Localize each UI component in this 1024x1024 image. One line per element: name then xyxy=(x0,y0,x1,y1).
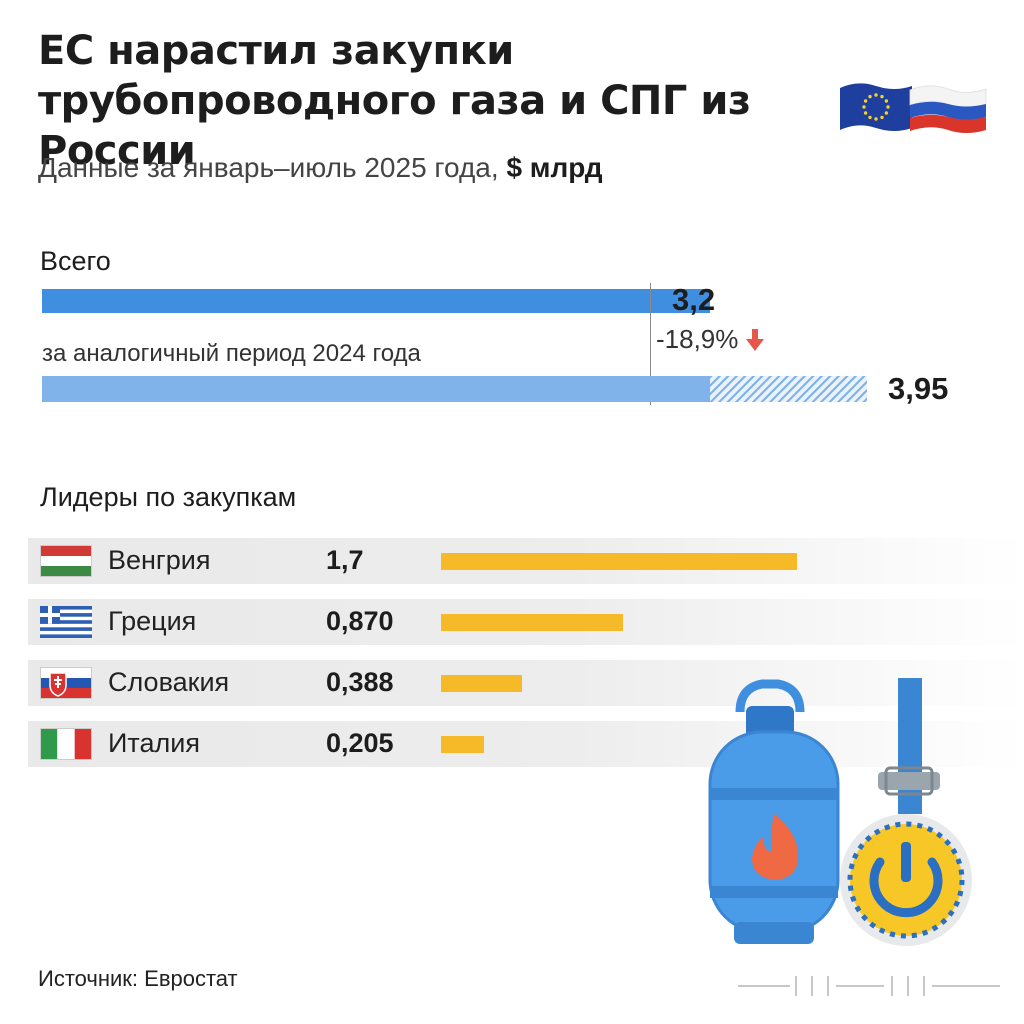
country-value: 1,7 xyxy=(326,545,364,575)
list-item: Италия 0,205 xyxy=(28,721,1024,767)
leaders-chart-title: Лидеры по закупкам xyxy=(40,482,297,512)
country-value: 0,388 xyxy=(326,667,394,697)
change-value: -18,9% xyxy=(656,324,739,354)
previous-period-label: за аналогичный период 2024 года xyxy=(42,340,421,367)
eu-flag-icon xyxy=(840,83,912,131)
total-2024-value-label: 3,95 xyxy=(888,371,949,406)
page-title: ЕС нарастил закупки трубопроводного газа… xyxy=(38,28,751,174)
arrow-down-icon xyxy=(746,328,765,351)
total-2025-value-label: 3,2 xyxy=(672,282,716,317)
slovakia-flag-icon xyxy=(40,667,92,699)
country-name: Венгрия xyxy=(108,545,211,575)
subtitle-unit: $ млрд xyxy=(506,152,603,183)
change-label: -18,9% xyxy=(656,324,765,355)
subtitle-text: Данные за январь–июль 2025 года, xyxy=(38,152,499,183)
source-note: Источник: Евростат xyxy=(38,966,238,991)
country-name: Италия xyxy=(108,728,200,758)
country-name: Словакия xyxy=(108,667,230,697)
bar-total-2024-matched-part xyxy=(42,376,711,402)
italy-flag-icon xyxy=(40,728,92,760)
hungary-flag-icon xyxy=(40,545,92,577)
flame-icon xyxy=(752,814,799,880)
bar-greece xyxy=(441,614,624,631)
russia-flag-icon xyxy=(909,85,987,133)
country-value: 0,870 xyxy=(326,606,394,636)
bar-italy xyxy=(441,736,484,753)
bar-total-2025 xyxy=(42,289,711,313)
list-item: Словакия 0,388 xyxy=(28,660,1024,706)
bar-total-2024-difference xyxy=(710,376,867,402)
gas-illustration xyxy=(708,678,972,946)
bar-slovakia xyxy=(441,675,523,692)
chart-subtitle: Данные за январь–июль 2025 года, $ млрд xyxy=(38,152,602,184)
bar-hungary xyxy=(441,553,797,570)
list-item: Венгрия 1,7 xyxy=(28,538,1024,584)
comparison-divider xyxy=(650,283,651,405)
country-value: 0,205 xyxy=(326,728,394,758)
total-chart-title: Всего xyxy=(40,246,111,276)
greece-flag-icon xyxy=(40,606,92,638)
list-item: Греция 0,870 xyxy=(28,599,1024,645)
bar-total-2024 xyxy=(42,376,867,402)
gas-pipe-valve-icon xyxy=(878,678,940,814)
eu-russia-flags xyxy=(840,83,987,133)
leaders-list: Венгрия 1,7 Греция 0,870 xyxy=(28,538,1024,782)
corner-strokes xyxy=(738,976,1000,996)
gas-meter-icon xyxy=(840,814,972,946)
country-name: Греция xyxy=(108,606,197,636)
